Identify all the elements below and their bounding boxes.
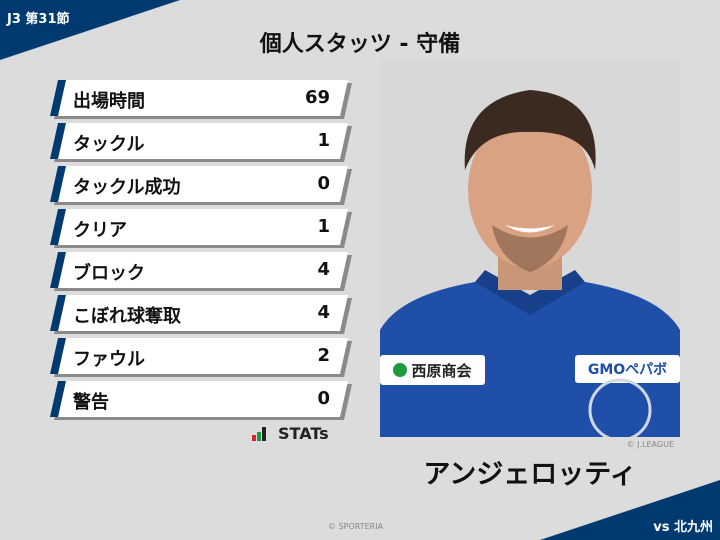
stat-value: 2 (317, 345, 330, 366)
stat-value: 1 (317, 130, 330, 151)
stat-row: こぼれ球奪取 4 (50, 295, 352, 332)
stat-label: タックル (73, 134, 145, 155)
stat-row: ブロック 4 (50, 252, 352, 289)
sponsor-2-text: GMOペパボ (587, 362, 668, 378)
stat-label: タックル成功 (73, 177, 181, 198)
stat-row: ファウル 2 (50, 338, 352, 375)
stat-value: 1 (317, 216, 330, 237)
stat-label: ファウル (73, 349, 145, 370)
stat-row: タックル成功 0 (50, 166, 352, 203)
stat-label: ブロック (73, 263, 145, 284)
sponsor-logo-icon (393, 363, 408, 377)
stat-label: 出場時間 (73, 91, 145, 112)
stat-label: 警告 (73, 392, 109, 413)
sponsor-patch-2: GMOペパボ (575, 355, 680, 383)
sponsor-1-text: 西原商会 (411, 361, 472, 380)
stat-label: こぼれ球奪取 (73, 306, 181, 327)
stat-value: 4 (317, 259, 330, 280)
stat-row: 警告 0 (50, 381, 352, 418)
stat-value: 0 (317, 173, 330, 194)
stats-logo-text: STATs (278, 424, 329, 443)
photo-credit: © J.LEAGUE (626, 440, 674, 449)
stat-value: 0 (317, 388, 330, 409)
round-label: J3 第31節 (7, 12, 70, 27)
stat-value: 69 (304, 87, 330, 108)
copyright: © SPORTERIA (328, 522, 384, 531)
opponent-label: vs 北九州 (653, 520, 713, 535)
stats-logo-icon (252, 427, 266, 441)
page-title: 個人スタッツ - 守備 (259, 32, 461, 57)
stat-row: クリア 1 (50, 209, 352, 246)
stat-row: 出場時間 69 (50, 80, 352, 117)
player-name: アンジェロッティ (423, 459, 637, 490)
stats-list: 出場時間 69 タックル 1 タックル成功 0 クリア 1 ブロック 4 こぼれ球奪取 4 … (50, 80, 352, 424)
stat-row: タックル 1 (50, 123, 352, 160)
stat-label: クリア (73, 220, 127, 241)
sponsor-patch-1: 西原商会 (380, 355, 485, 385)
player-photo: 西原商会 GMOペパボ (380, 60, 680, 437)
stat-value: 4 (317, 302, 330, 323)
